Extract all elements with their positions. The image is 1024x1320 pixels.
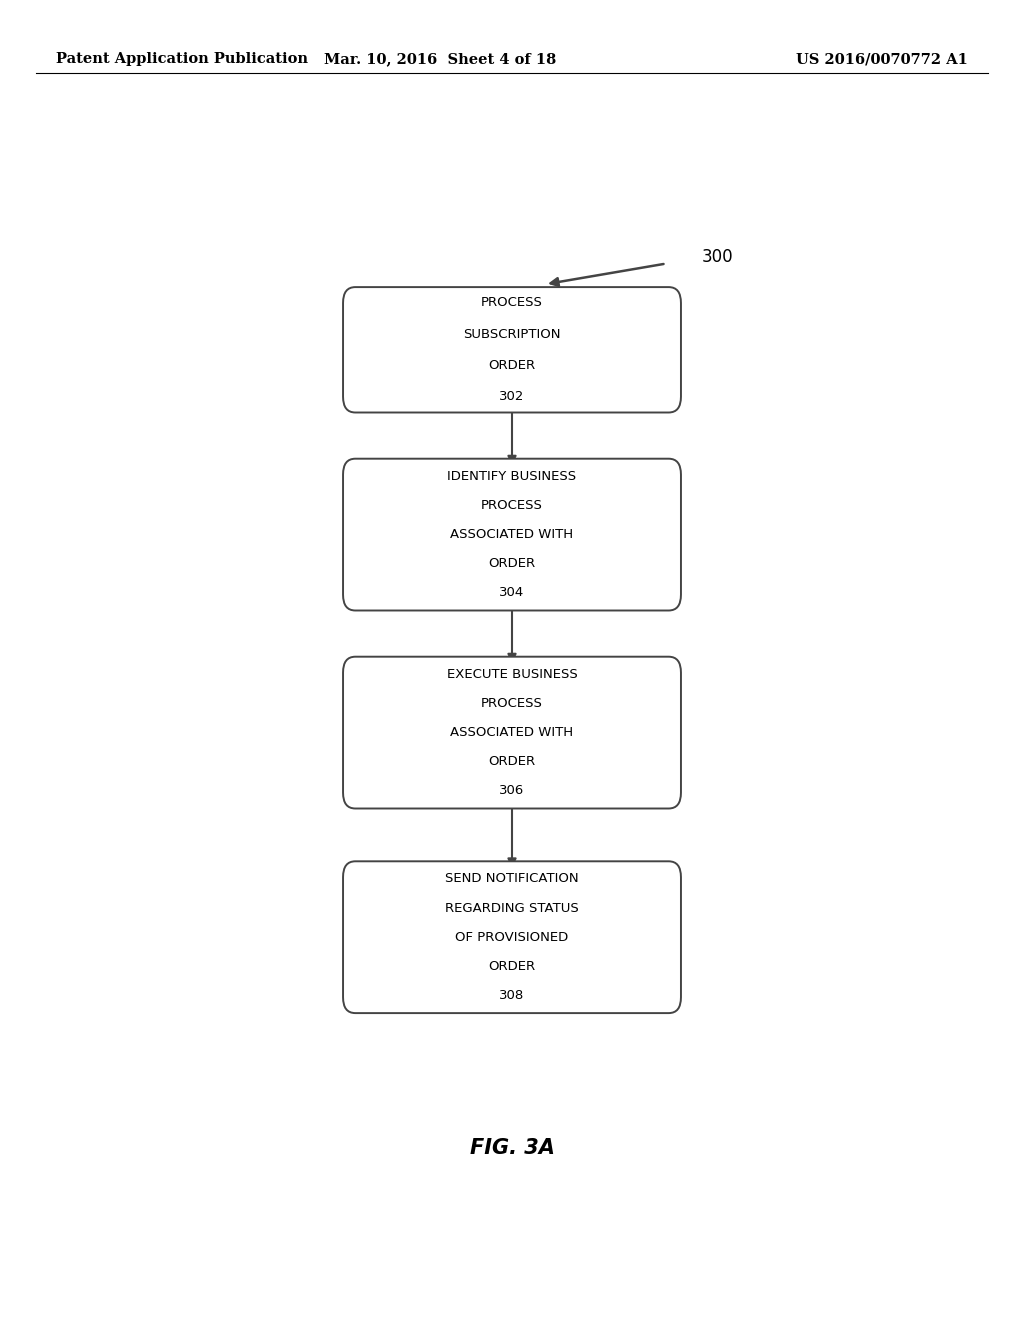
Text: 302: 302 — [500, 391, 524, 404]
Text: ORDER: ORDER — [488, 755, 536, 768]
Text: SEND NOTIFICATION: SEND NOTIFICATION — [445, 873, 579, 886]
Text: PROCESS: PROCESS — [481, 697, 543, 710]
FancyBboxPatch shape — [343, 459, 681, 610]
Text: 306: 306 — [500, 784, 524, 797]
Text: EXECUTE BUSINESS: EXECUTE BUSINESS — [446, 668, 578, 681]
Text: OF PROVISIONED: OF PROVISIONED — [456, 931, 568, 944]
Text: PROCESS: PROCESS — [481, 499, 543, 512]
Text: ORDER: ORDER — [488, 960, 536, 973]
Text: 308: 308 — [500, 989, 524, 1002]
Text: 300: 300 — [701, 248, 733, 267]
Text: SUBSCRIPTION: SUBSCRIPTION — [463, 327, 561, 341]
Text: PROCESS: PROCESS — [481, 296, 543, 309]
FancyBboxPatch shape — [343, 288, 681, 412]
Text: US 2016/0070772 A1: US 2016/0070772 A1 — [796, 53, 968, 66]
Text: Mar. 10, 2016  Sheet 4 of 18: Mar. 10, 2016 Sheet 4 of 18 — [325, 53, 556, 66]
Text: 304: 304 — [500, 586, 524, 599]
Text: ASSOCIATED WITH: ASSOCIATED WITH — [451, 726, 573, 739]
Text: FIG. 3A: FIG. 3A — [470, 1138, 554, 1159]
Text: ORDER: ORDER — [488, 359, 536, 372]
Text: Patent Application Publication: Patent Application Publication — [56, 53, 308, 66]
Text: ORDER: ORDER — [488, 557, 536, 570]
Text: ASSOCIATED WITH: ASSOCIATED WITH — [451, 528, 573, 541]
FancyBboxPatch shape — [343, 862, 681, 1014]
Text: IDENTIFY BUSINESS: IDENTIFY BUSINESS — [447, 470, 577, 483]
FancyBboxPatch shape — [343, 657, 681, 808]
Text: REGARDING STATUS: REGARDING STATUS — [445, 902, 579, 915]
